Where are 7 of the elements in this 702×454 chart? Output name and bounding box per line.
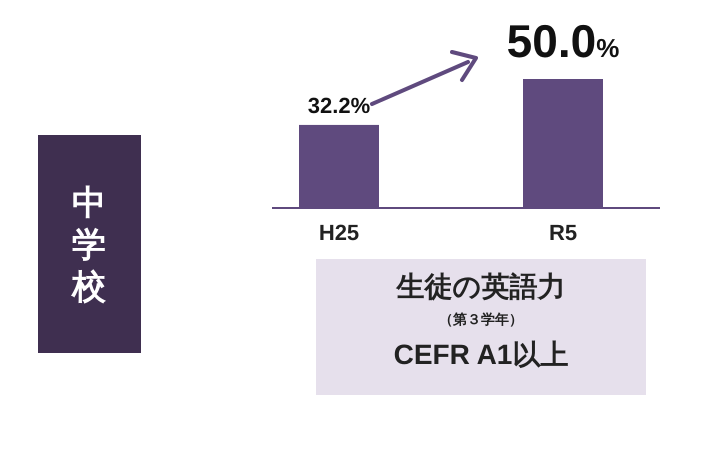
caption: 生徒の英語力 （第３学年） CEFR A1以上 — [316, 259, 646, 395]
x-tick-label: R5 — [548, 220, 578, 245]
bar: 50.0% R5 — [506, 15, 620, 245]
data-label: 50.0% — [506, 15, 620, 67]
title: 中学校 — [38, 135, 141, 353]
x-tick-label: H25 — [318, 220, 360, 245]
data-label: 32.2% — [308, 92, 370, 118]
